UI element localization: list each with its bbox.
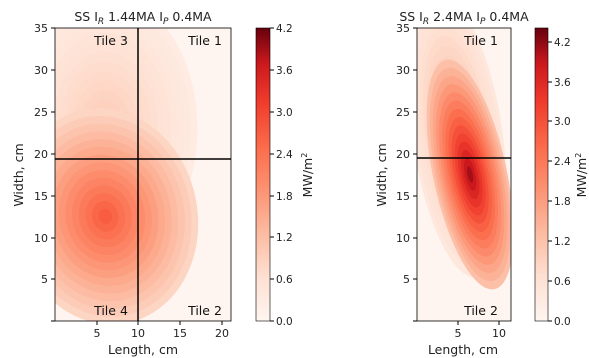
chart-1-xtick-label: 10 <box>131 327 145 340</box>
chart-1-colorbar-label: MW/m2 <box>300 153 315 198</box>
chart-2-colorbar-label: MW/m2 <box>574 153 589 198</box>
chart-1-plot-area: Tile 3 Tile 1 Tile 4 Tile 2 <box>54 27 232 322</box>
chart-1-ytick-label: 30 <box>34 64 48 77</box>
chart-1-ytick-label: 10 <box>34 232 48 245</box>
chart-2-plot-area: Tile 1 Tile 2 <box>416 27 512 322</box>
chart-1-xtick-label: 5 <box>94 327 101 340</box>
chart-1-tile-2-label: Tile 2 <box>187 303 222 318</box>
chart-1-tile-3-label: Tile 3 <box>93 33 128 48</box>
contour-band <box>467 166 474 183</box>
chart-2-ytick-label: 5 <box>403 273 410 286</box>
chart-2-ytick-label: 20 <box>396 148 410 161</box>
chart-2-contours <box>417 28 511 290</box>
chart-2-colorbar-tick-label: 0.0 <box>554 316 571 328</box>
chart-1-frame <box>54 27 232 322</box>
chart-1-ytick-label: 5 <box>41 273 48 286</box>
chart-1-colorbar-tick-label: 0.0 <box>276 316 293 328</box>
chart-2-title: SS IR 2.4MA IP 0.4MA <box>399 9 529 27</box>
chart-1-title: SS IR 1.44MA IP 0.4MA <box>74 9 212 27</box>
chart-2-colorbar-tick-label: 4.2 <box>554 37 571 49</box>
chart-2-tile-1-label: Tile 1 <box>463 33 498 48</box>
chart-2-colorbar-gradient <box>534 27 549 322</box>
chart-1-colorbar-tick-label: 2.4 <box>276 149 293 161</box>
chart-1-contours <box>55 28 199 321</box>
chart-2-colorbar-tick-label: 1.2 <box>554 236 571 248</box>
chart-1-colorbar-gradient <box>255 27 271 322</box>
chart-1-tile-1-label: Tile 1 <box>187 33 222 48</box>
contour-band <box>98 208 112 225</box>
chart-2-ytick-label: 15 <box>396 190 410 203</box>
chart-1-x-ticks: 5 10 15 20 <box>94 321 229 340</box>
chart-1-colorbar-ticks: 0.0 0.6 1.2 1.8 2.4 3.0 3.6 4.2 <box>270 23 293 328</box>
chart-2-ytick-label: 35 <box>396 22 410 35</box>
chart-1-ytick-label: 20 <box>34 148 48 161</box>
chart-2-colorbar-tick-label: 3.6 <box>554 77 571 89</box>
chart-2-xtick-label: 10 <box>492 327 506 340</box>
chart-2-colorbar-tick-label: 3.0 <box>554 116 571 128</box>
chart-2-x-ticks: 5 10 <box>455 321 506 340</box>
chart-1-xtick-label: 20 <box>215 327 229 340</box>
chart-2-colorbar: 0.0 0.6 1.2 1.8 2.4 3.0 3.6 4.2 MW/m2 <box>534 27 589 328</box>
chart-2-y-axis-label: Width, cm <box>374 143 389 206</box>
chart-1-colorbar-tick-label: 4.2 <box>276 23 293 35</box>
chart-1-colorbar: 0.0 0.6 1.2 1.8 2.4 3.0 3.6 4.2 MW/m2 <box>255 23 315 328</box>
chart-2-ytick-label: 25 <box>396 106 410 119</box>
chart-1-colorbar-tick-label: 3.0 <box>276 107 293 119</box>
chart-1: SS IR 1.44MA IP 0.4MA Tile 3 Tile 1 Tile… <box>11 9 315 357</box>
chart-1-ytick-label: 35 <box>34 22 48 35</box>
chart-1-colorbar-tick-label: 0.6 <box>276 274 293 286</box>
chart-2-x-axis-label: Length, cm <box>428 342 498 357</box>
chart-1-colorbar-tick-label: 1.2 <box>276 232 293 244</box>
chart-2-ytick-label: 10 <box>396 232 410 245</box>
chart-2-xtick-label: 5 <box>455 327 462 340</box>
chart-2-y-ticks: 5 10 15 20 25 30 35 <box>396 22 417 286</box>
chart-1-y-ticks: 5 10 15 20 25 30 35 <box>34 22 55 286</box>
chart-2: SS IR 2.4MA IP 0.4MA Tile 1 Tile 2 5 10 … <box>374 9 589 357</box>
chart-2-colorbar-tick-label: 2.4 <box>554 156 571 168</box>
chart-1-ytick-label: 25 <box>34 106 48 119</box>
chart-1-ytick-label: 15 <box>34 190 48 203</box>
chart-2-colorbar-tick-label: 1.8 <box>554 196 571 208</box>
chart-1-colorbar-tick-label: 1.8 <box>276 191 293 203</box>
chart-2-frame <box>416 27 512 322</box>
chart-2-ytick-label: 30 <box>396 64 410 77</box>
chart-2-colorbar-tick-label: 0.6 <box>554 276 571 288</box>
chart-1-colorbar-tick-label: 3.6 <box>276 65 293 77</box>
chart-1-tile-4-label: Tile 4 <box>93 303 128 318</box>
chart-2-tile-2-label: Tile 2 <box>463 303 498 318</box>
chart-2-colorbar-ticks: 0.0 0.6 1.2 1.8 2.4 3.0 3.6 4.2 <box>548 37 571 328</box>
chart-1-x-axis-label: Length, cm <box>108 342 178 357</box>
chart-1-y-axis-label: Width, cm <box>11 143 26 206</box>
chart-1-xtick-label: 15 <box>173 327 187 340</box>
